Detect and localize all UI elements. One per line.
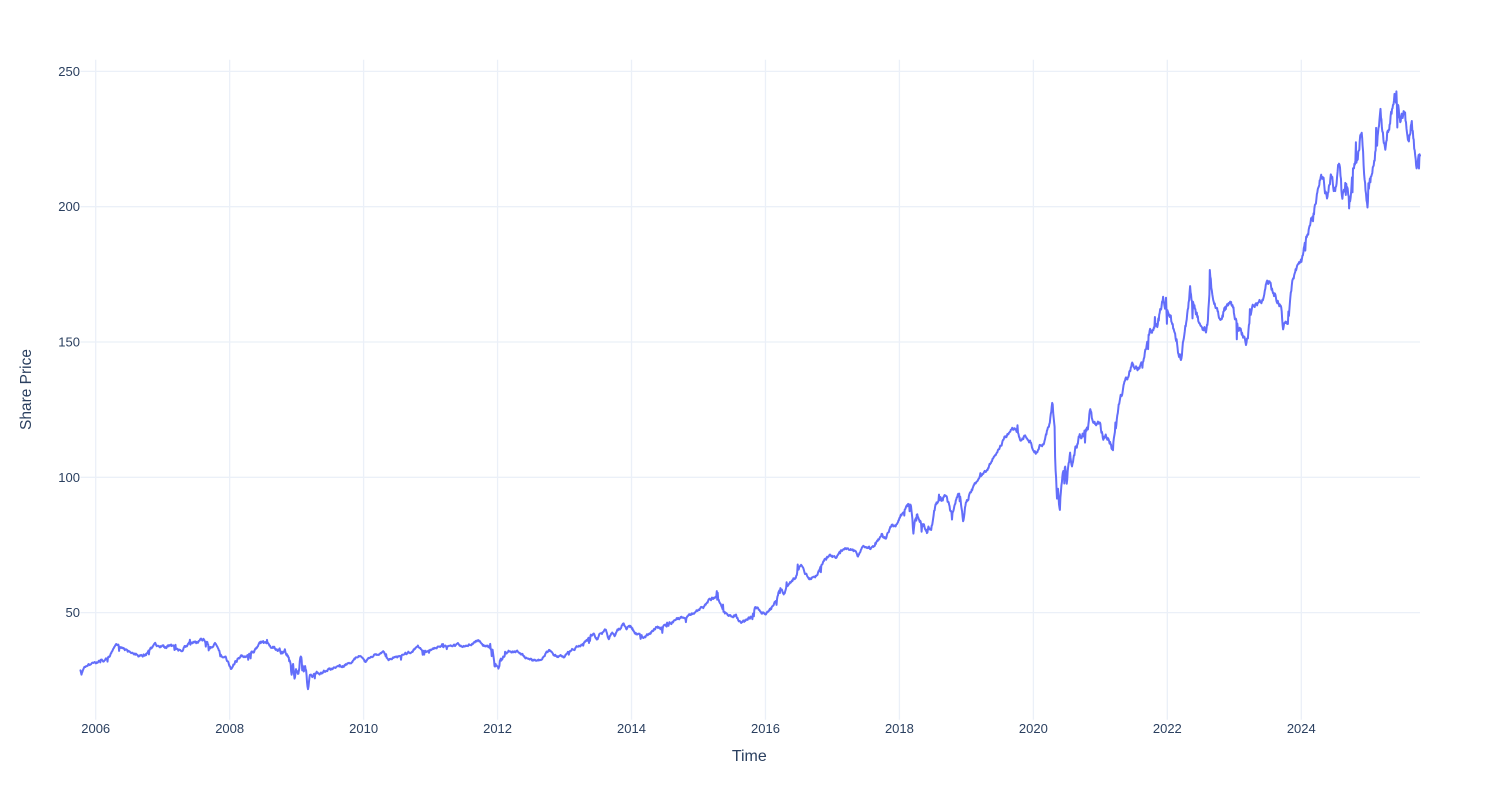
svg-text:100: 100 <box>58 470 80 485</box>
svg-text:200: 200 <box>58 199 80 214</box>
svg-text:2012: 2012 <box>483 721 512 736</box>
svg-text:Time: Time <box>732 748 767 765</box>
svg-text:250: 250 <box>58 64 80 79</box>
svg-text:2020: 2020 <box>1019 721 1048 736</box>
svg-text:2008: 2008 <box>215 721 244 736</box>
svg-text:2016: 2016 <box>751 721 780 736</box>
svg-text:2018: 2018 <box>885 721 914 736</box>
svg-text:2014: 2014 <box>617 721 646 736</box>
svg-text:2024: 2024 <box>1287 721 1316 736</box>
svg-text:50: 50 <box>66 605 80 620</box>
svg-text:150: 150 <box>58 335 80 350</box>
svg-text:2010: 2010 <box>349 721 378 736</box>
svg-text:Share Price: Share Price <box>18 349 35 430</box>
svg-text:2006: 2006 <box>81 721 110 736</box>
svg-text:2022: 2022 <box>1153 721 1182 736</box>
